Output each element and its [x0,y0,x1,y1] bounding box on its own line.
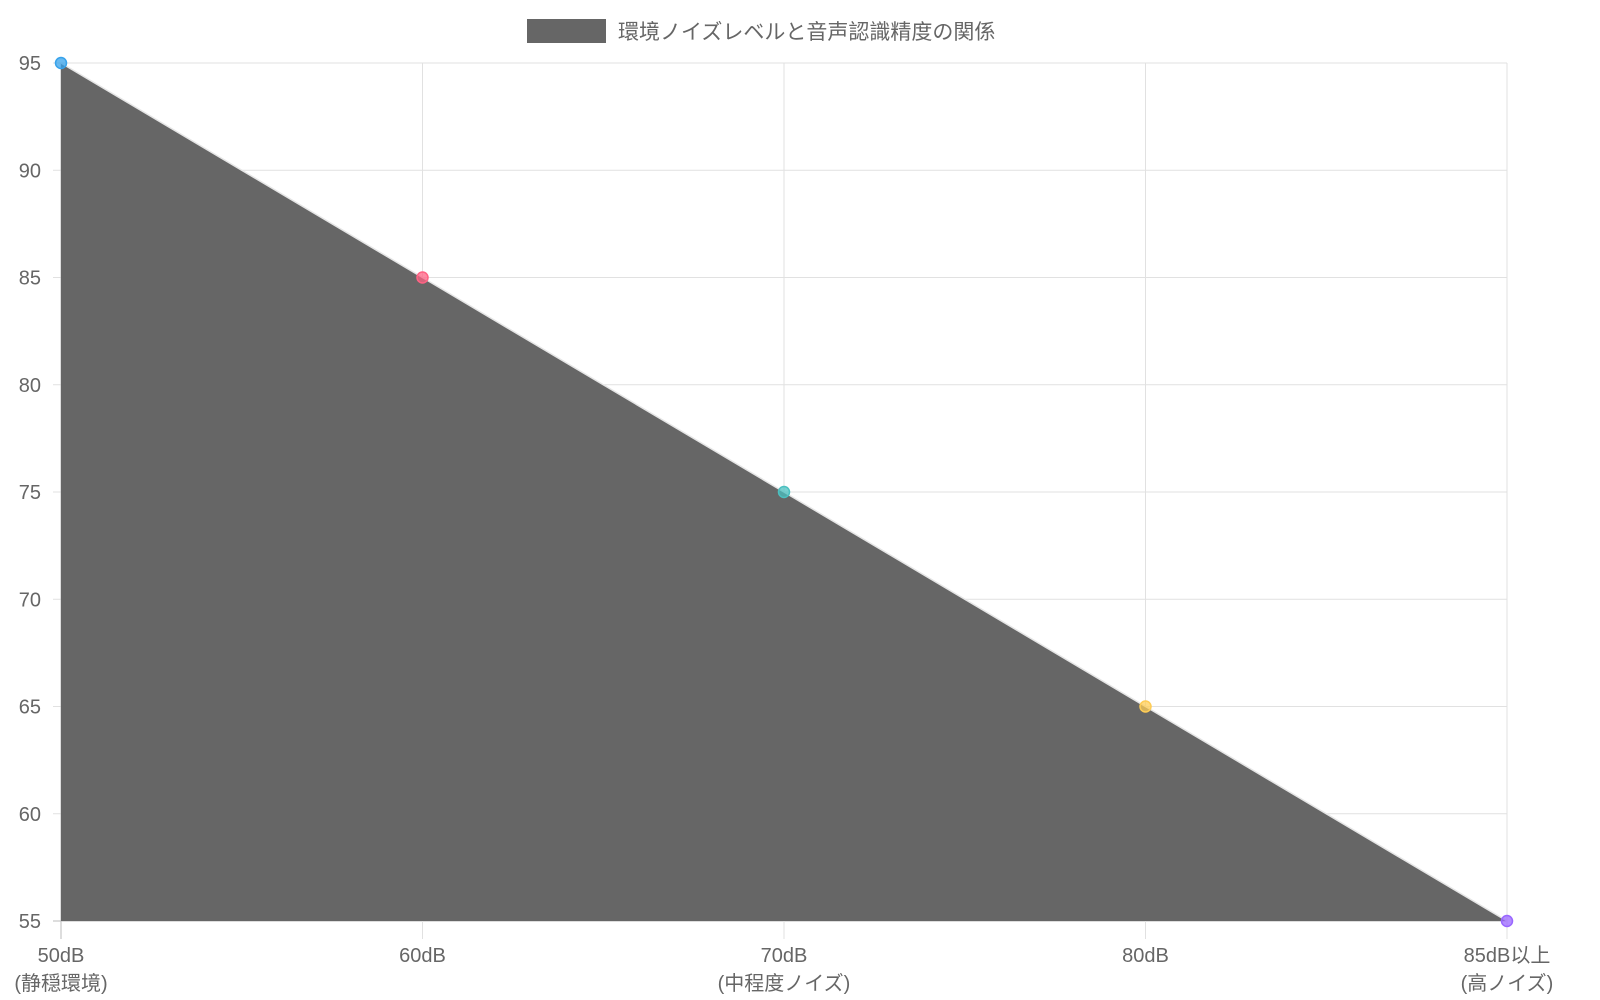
y-tick-label: 75 [19,482,41,504]
x-tick-label: (高ノイズ) [1461,972,1554,995]
y-tick-label: 85 [19,268,41,290]
y-tick-label: 70 [19,589,41,611]
data-point[interactable] [1139,700,1152,713]
y-tick-label: 95 [19,53,41,75]
data-points [54,56,1514,928]
y-tick-label: 90 [19,160,41,182]
x-tick-label: (静穏環境) [14,972,107,995]
legend[interactable]: 環境ノイズレベルと音声認識精度の関係 [527,19,995,44]
x-axis: 50dB (静穏環境) 60dB 70dB (中程度ノイズ) 80dB 85dB以上 (高ノイ… [14,944,1553,995]
y-tick-label: 65 [19,697,41,719]
legend-swatch[interactable] [527,19,606,43]
x-tick-label: 70dB [761,945,808,967]
data-point[interactable] [1500,914,1514,928]
x-tick-label: 50dB [38,945,85,967]
y-tick-label: 55 [19,911,41,933]
y-axis: 55 60 65 70 75 80 85 90 95 [19,53,41,933]
legend-label[interactable]: 環境ノイズレベルと音声認識精度の関係 [618,20,995,44]
x-tick-label: (中程度ノイズ) [718,972,851,995]
data-point[interactable] [777,485,791,499]
y-tick-label: 60 [19,804,41,826]
data-point[interactable] [416,271,429,284]
x-tick-label: 60dB [399,945,446,967]
y-tick-label: 80 [19,375,41,397]
x-tick-label: 85dB以上 [1464,944,1551,967]
x-tick-label: 80dB [1122,945,1169,967]
data-point[interactable] [54,56,68,70]
